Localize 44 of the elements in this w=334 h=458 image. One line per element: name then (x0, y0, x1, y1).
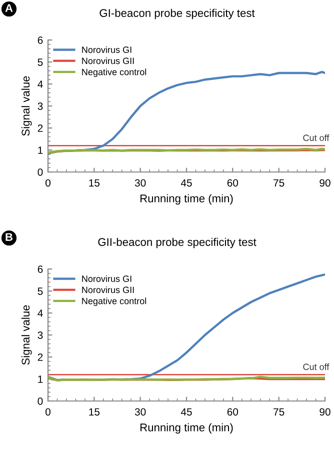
x-tick-label: 0 (46, 408, 50, 416)
y-tick-label: 5 (38, 288, 43, 295)
x-tick-label: 30 (134, 408, 146, 416)
y-tick-label: 3 (38, 102, 43, 110)
x-tick-label: 30 (134, 179, 146, 187)
text: B (6, 233, 13, 241)
x-tick-label: 90 (320, 408, 330, 416)
x-tick-label: 15 (89, 408, 100, 416)
legend-label: Norovirus GI (82, 46, 132, 53)
legend-label: Negative control (82, 298, 146, 306)
legend-label: Negative control (82, 68, 146, 77)
y-axis-title: Signal value (21, 76, 32, 136)
y-tick-label: 4 (38, 310, 43, 317)
y-tick-label: 1 (38, 146, 43, 154)
y-tick-label: 6 (38, 266, 43, 273)
chart-title: GI-beacon probe specificity test (100, 8, 255, 20)
y-tick-label: 0 (38, 168, 43, 176)
y-tick-label: 1 (38, 376, 43, 383)
y-tick-label: 2 (38, 124, 43, 132)
x-axis-title: Running time (min) (140, 194, 233, 205)
x-tick-label: 45 (180, 179, 192, 187)
x-tick-label: 60 (227, 408, 238, 416)
y-tick-label: 2 (38, 354, 43, 361)
ref-line-label: Cut off (303, 134, 330, 142)
y-tick-label: 0 (38, 398, 43, 405)
y-tick-label: 3 (38, 332, 43, 339)
legend-label: Norovirus GI (82, 275, 132, 282)
y-tick-label: 6 (38, 36, 43, 44)
x-tick-label: 75 (274, 408, 284, 416)
x-tick-label: 15 (89, 179, 100, 187)
chart-title: GII-beacon probe specificity test (98, 238, 256, 248)
ref-line-label: Cut off (303, 363, 330, 370)
x-tick-label: 45 (180, 408, 192, 416)
text: A (5, 4, 13, 12)
legend-label: Norovirus GII (82, 57, 134, 64)
legend-label: Norovirus GII (82, 286, 134, 294)
x-tick-label: 0 (46, 179, 50, 187)
x-tick-label: 90 (320, 179, 330, 187)
x-tick-label: 75 (274, 179, 284, 187)
y-tick-label: 5 (38, 58, 43, 66)
y-tick-label: 4 (38, 80, 43, 88)
x-axis-title: Running time (min) (140, 423, 233, 434)
x-tick-label: 60 (227, 179, 238, 187)
y-axis-title: Signal value (21, 305, 32, 365)
